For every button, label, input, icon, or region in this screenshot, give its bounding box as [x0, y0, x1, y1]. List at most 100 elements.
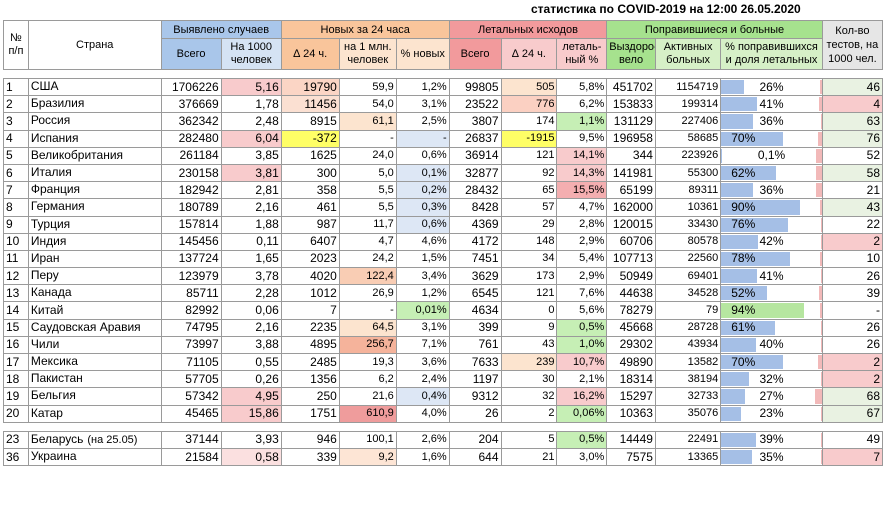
tests-per-1000: 7: [821, 447, 884, 467]
fatal-pct: 0,5%: [556, 430, 608, 449]
spacer-cell: [501, 69, 557, 79]
new-24h: 250: [280, 387, 340, 406]
fatal-bar-fill: [815, 389, 822, 404]
fatal-bar-fill: [819, 97, 822, 112]
pct-recovered-bar: 62%: [720, 163, 823, 183]
cases-per-1000: 15,86: [220, 404, 282, 423]
fatal-pct: 10,7%: [556, 352, 608, 372]
fatal-24h: 5: [500, 430, 558, 449]
spacer-cell: [221, 421, 282, 432]
recovered-bar-fill: [721, 165, 776, 181]
country-name: Франция: [30, 182, 81, 197]
recovered-bar-fill: [721, 320, 775, 335]
pct-new: 7,1%: [395, 335, 450, 355]
tests-per-1000: 26: [821, 318, 884, 337]
spacer-cell: [606, 421, 656, 432]
pct-recovered-value: 62%: [731, 165, 756, 180]
pct-recovered-value: 40%: [759, 337, 784, 352]
row-number: 5: [3, 146, 29, 165]
country-name: Турция: [30, 216, 71, 231]
recovered-bar-fill: [721, 449, 753, 465]
country-cell: Бельгия: [27, 387, 162, 406]
country-cell: Канада: [27, 284, 162, 303]
pct-recovered-value: 0,1%: [757, 148, 786, 163]
recovered: 196958: [606, 129, 656, 148]
new-24h: 358: [280, 181, 340, 200]
active-cases: 1154719: [654, 77, 722, 97]
pct-new: 1,6%: [395, 447, 450, 467]
new-24h: 2023: [280, 249, 340, 269]
new-24h: 1356: [280, 370, 340, 389]
row-number: 3: [3, 112, 29, 131]
row-number: 16: [3, 335, 29, 355]
spacer-cell: [449, 421, 501, 432]
row-number: 1: [3, 77, 29, 97]
fatal-bar-fill: [820, 114, 822, 129]
recovered-bar-fill: [721, 80, 745, 95]
pct-recovered-bar: 39%: [720, 430, 823, 449]
fatal-bar-fill: [819, 80, 822, 95]
new-24h: 6407: [280, 232, 340, 251]
row-number: 7: [3, 181, 29, 200]
row-number: 12: [3, 267, 29, 286]
fatal-bar-fill: [819, 251, 822, 267]
country-name: Китай: [30, 302, 64, 317]
recovered: 120015: [606, 215, 656, 234]
total-cases: 145456: [160, 232, 222, 251]
spacer-cell: [3, 421, 29, 432]
fatal-total: 9312: [448, 387, 502, 406]
total-cases: 85711: [160, 284, 222, 303]
pct-recovered-bar: 36%: [720, 181, 823, 200]
pct-recovered-bar: 70%: [720, 129, 823, 148]
recovered-bar-fill: [721, 286, 768, 301]
fatal-24h: 32: [500, 387, 558, 406]
pct-recovered-bar: 42%: [720, 232, 823, 251]
tests-per-1000: 2: [821, 352, 884, 372]
pct-recovered-value: 36%: [759, 182, 784, 197]
covid-stats-table: № п/п Страна Выявлено случаев Новых за 2…: [3, 20, 884, 467]
fatal-pct: 5,4%: [556, 249, 608, 269]
recovered: 15297: [606, 387, 656, 406]
pct-recovered-bar: 23%: [720, 404, 823, 423]
recovered-bar-fill: [721, 269, 758, 284]
fatal-pct: 15,5%: [556, 181, 608, 200]
row-number: 9: [3, 215, 29, 234]
new-per-1m: 61,1: [338, 112, 397, 131]
fatal-total: 6545: [448, 284, 502, 303]
country-cell: Турция: [27, 215, 162, 234]
fatal-bar-fill: [820, 337, 822, 352]
header-per1m: на 1 млн. человек: [338, 38, 397, 70]
recovered-bar-fill: [721, 337, 757, 352]
pct-new: 0,01%: [395, 301, 450, 320]
fatal-pct: 1,1%: [556, 112, 608, 131]
country-cell: Италия: [27, 163, 162, 183]
new-per-1m: 610,9: [338, 404, 397, 423]
country-cell: Испания: [27, 129, 162, 148]
pct-recovered-bar: 61%: [720, 318, 823, 337]
country-cell: США: [27, 77, 162, 97]
row-number: 18: [3, 370, 29, 389]
country-name: Катар: [30, 405, 63, 420]
cases-per-1000: 0,06: [220, 301, 282, 320]
cases-per-1000: 0,58: [220, 447, 282, 467]
country-cell: Иран: [27, 249, 162, 269]
pct-recovered-value: 42%: [759, 234, 784, 249]
pct-new: 1,2%: [395, 77, 450, 97]
country-name: Перу: [30, 268, 59, 283]
pct-recovered-value: 70%: [731, 131, 756, 146]
table-row: 20 Катар 45465 15,86 1751 610,9 4,0% 26 2 0,06% 10…: [3, 404, 884, 423]
spacer-cell: [3, 69, 29, 79]
country-name: Мексика: [30, 354, 78, 369]
cases-per-1000: 1,88: [220, 215, 282, 234]
header-new24: Новых за 24 часа: [280, 20, 450, 39]
table-row: 7 Франция 182942 2,81 358 5,5 0,2% 28432 65 15,5%…: [3, 181, 884, 200]
pct-recovered-value: 32%: [759, 371, 784, 386]
cases-per-1000: 3,78: [220, 267, 282, 286]
fatal-total: 28432: [448, 181, 502, 200]
country-name: Индия: [30, 233, 67, 248]
new-24h: 8915: [280, 112, 340, 131]
pct-recovered-value: 52%: [731, 285, 756, 300]
pct-recovered-bar: 40%: [720, 335, 823, 355]
new-per-1m: 24,0: [338, 146, 397, 165]
fatal-total: 99805: [448, 77, 502, 97]
